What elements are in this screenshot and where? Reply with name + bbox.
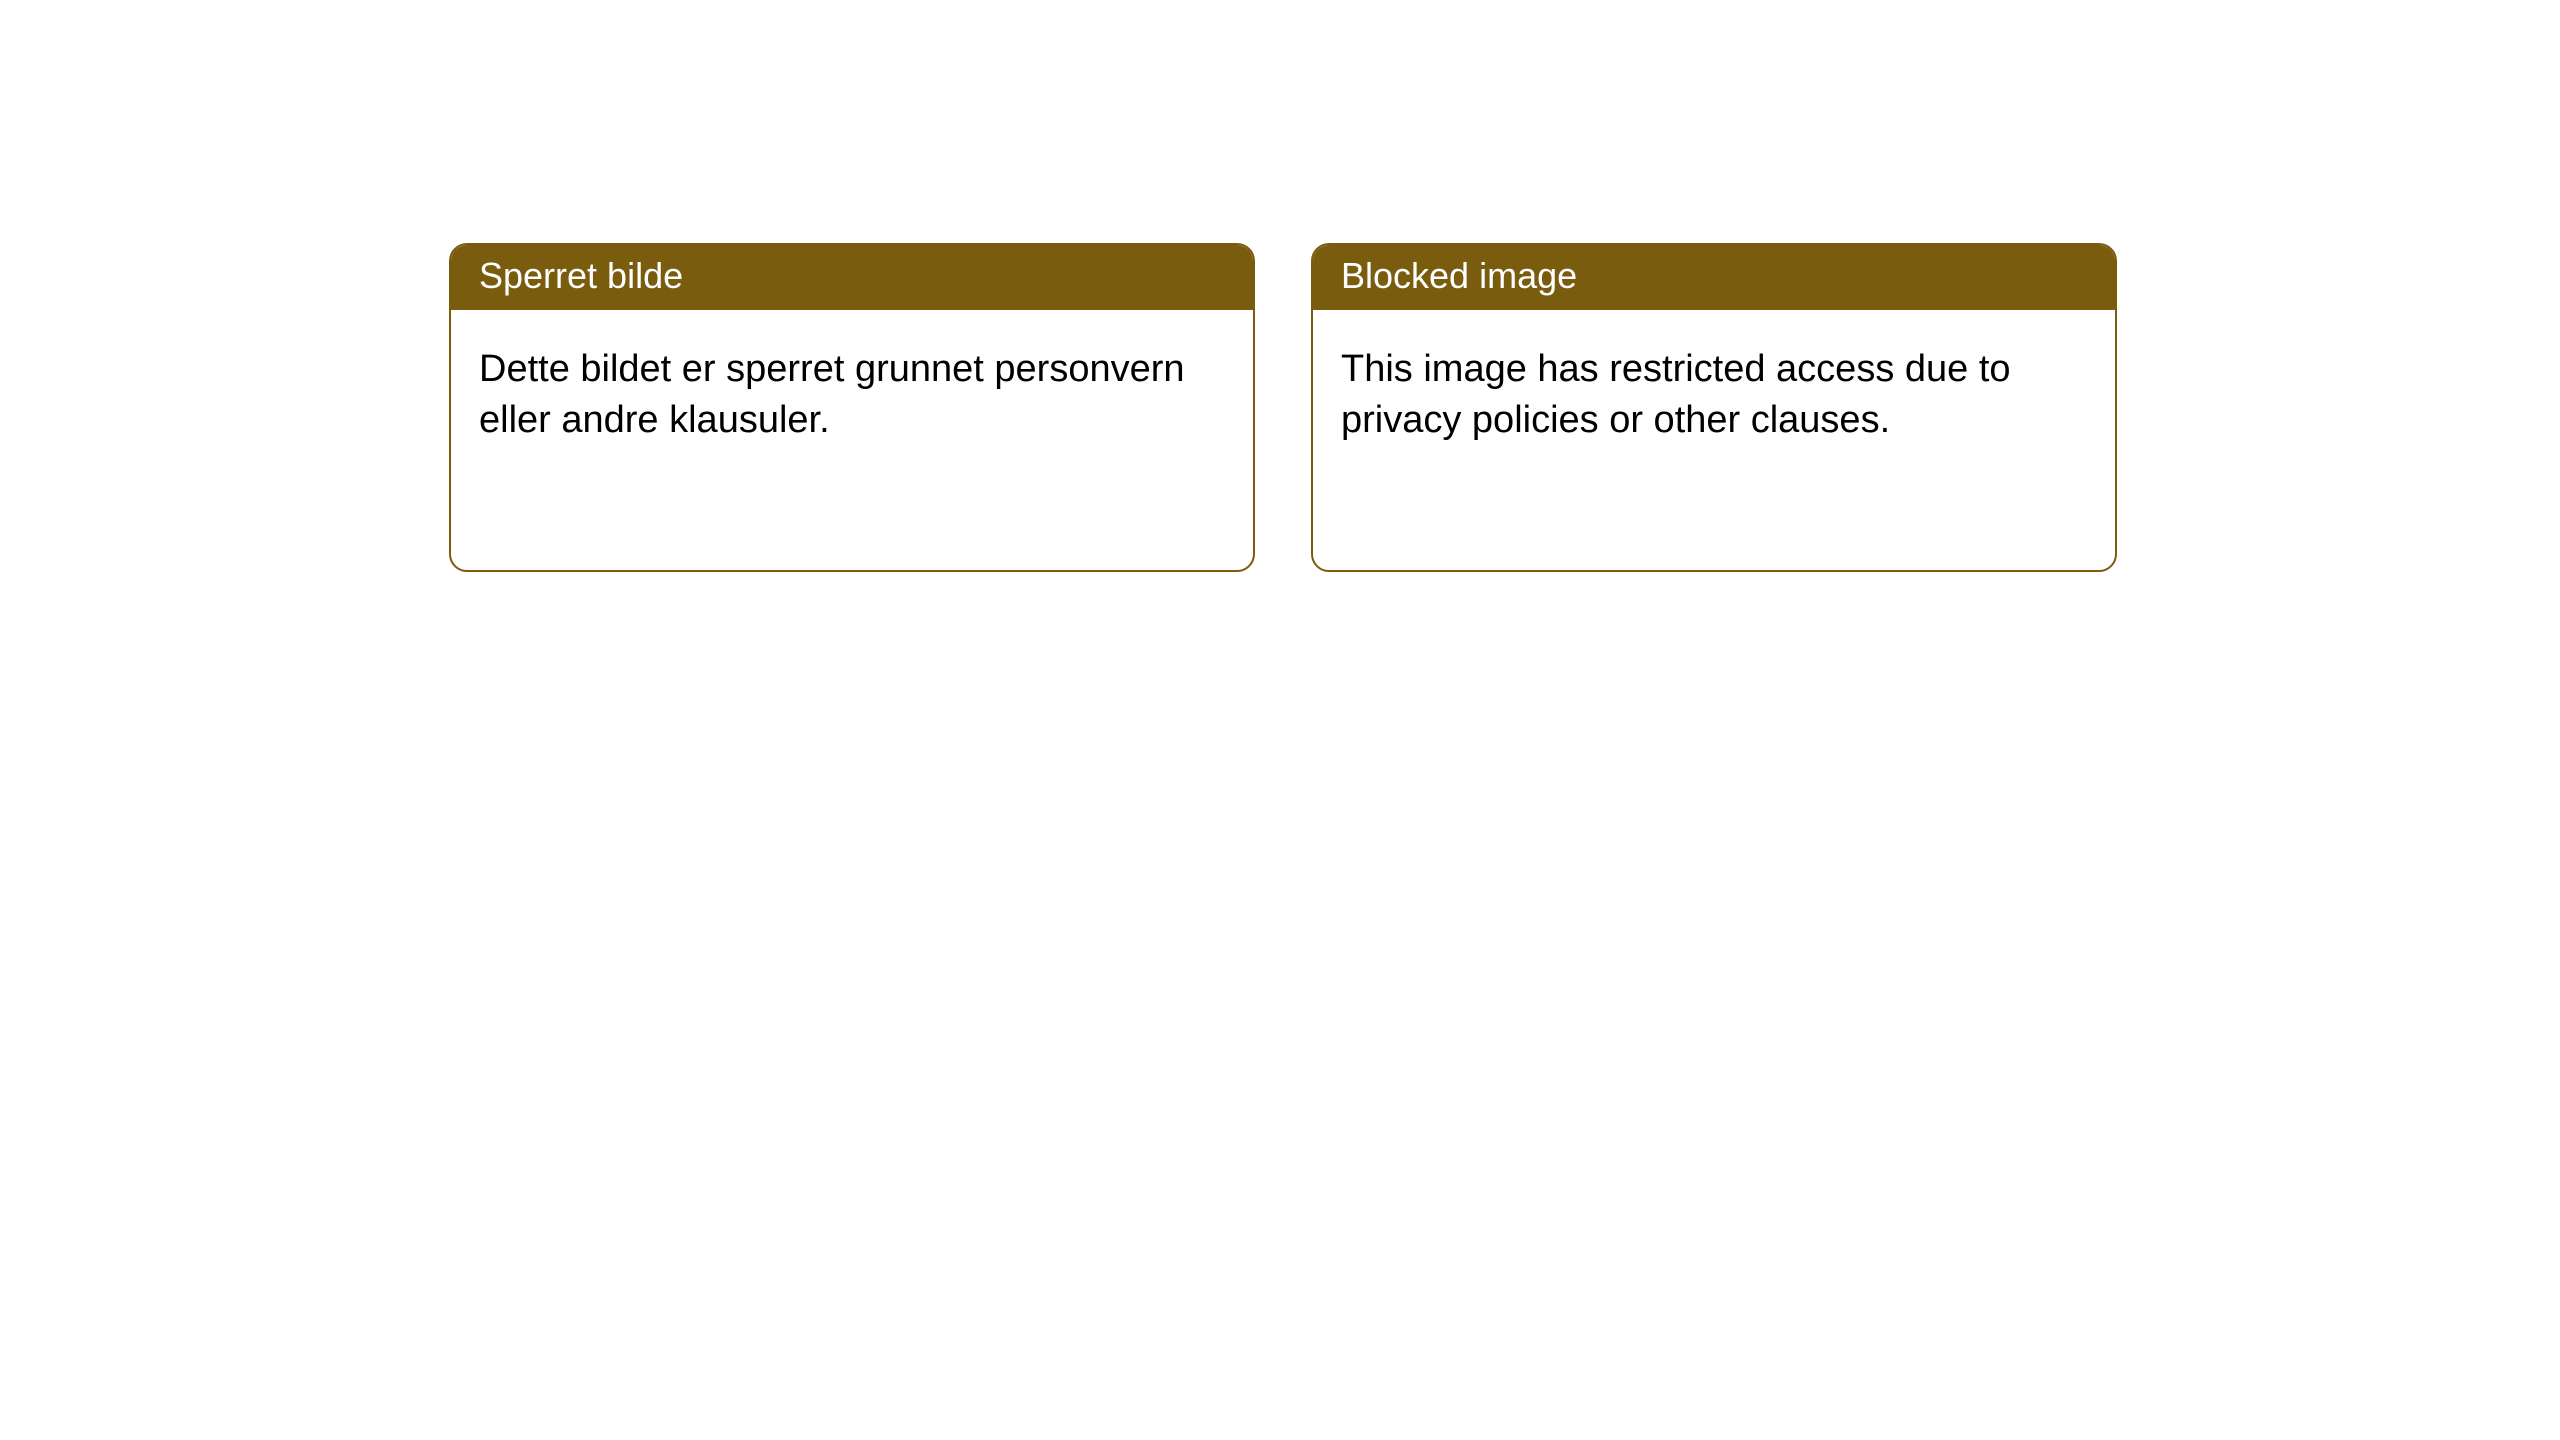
notice-card-english: Blocked image This image has restricted … (1311, 243, 2117, 572)
notice-card-norwegian: Sperret bilde Dette bildet er sperret gr… (449, 243, 1255, 572)
notice-card-header: Blocked image (1313, 245, 2115, 310)
notice-card-header: Sperret bilde (451, 245, 1253, 310)
notice-card-body: This image has restricted access due to … (1313, 310, 2115, 570)
notice-container: Sperret bilde Dette bildet er sperret gr… (0, 0, 2560, 572)
notice-card-body: Dette bildet er sperret grunnet personve… (451, 310, 1253, 570)
